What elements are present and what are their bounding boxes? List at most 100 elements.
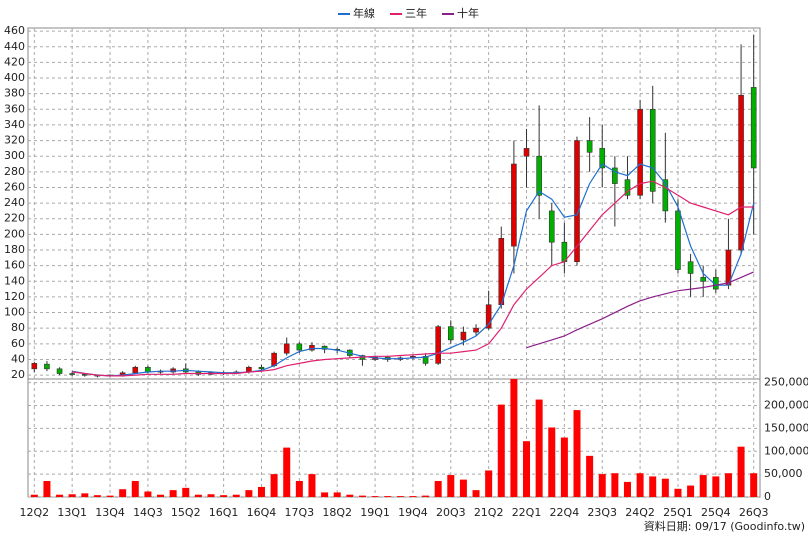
- y-tick-label: 140: [4, 274, 25, 287]
- y2-tick-label: 250,000: [764, 376, 808, 389]
- y-tick-label: 100: [4, 306, 25, 319]
- volume-bar: [119, 489, 127, 497]
- x-tick-label: 18Q2: [322, 506, 352, 519]
- volume-bar: [308, 474, 316, 497]
- volume-bar: [510, 379, 518, 497]
- volume-bar: [459, 479, 467, 497]
- y-tick-label: 300: [4, 149, 25, 162]
- volume-bar: [157, 494, 165, 497]
- y-tick-label: 440: [4, 40, 25, 53]
- volume-bar: [81, 493, 89, 497]
- volume-bar: [358, 495, 366, 497]
- candle-body: [536, 155, 542, 196]
- y-tick-label: 460: [4, 24, 25, 37]
- candle-body: [599, 148, 606, 169]
- candle-body: [283, 343, 290, 354]
- volume-bar: [447, 475, 455, 497]
- x-tick-label: 13Q1: [57, 506, 87, 519]
- volume-bar: [485, 470, 493, 497]
- x-tick-label: 16Q4: [247, 506, 277, 519]
- candle-body: [321, 345, 328, 350]
- y-tick-label: 40: [11, 352, 25, 365]
- x-tick-label: 19Q1: [360, 506, 390, 519]
- y-tick-label: 380: [4, 87, 25, 100]
- y-tick-label: 420: [4, 55, 25, 68]
- y-tick-label: 240: [4, 196, 25, 209]
- candle-body: [435, 326, 441, 364]
- volume-bar: [194, 494, 202, 497]
- volume-bar: [232, 494, 240, 497]
- candle-body: [473, 327, 479, 333]
- volume-bar: [598, 474, 606, 497]
- candle-body: [612, 167, 618, 184]
- y2-tick-label: 0: [764, 490, 771, 503]
- candle-body: [687, 261, 694, 274]
- candle-body: [523, 148, 530, 157]
- volume-bar: [750, 473, 758, 497]
- y-tick-label: 320: [4, 134, 25, 147]
- volume-bar: [661, 478, 669, 497]
- candle-body: [460, 331, 467, 341]
- line-series: [72, 180, 754, 377]
- candle-body: [69, 373, 75, 375]
- volume-bar: [131, 480, 139, 497]
- volume-bar: [220, 495, 228, 497]
- y-tick-label: 280: [4, 165, 25, 178]
- volume-bar: [43, 480, 51, 497]
- volume-bar: [30, 494, 38, 497]
- candle-body: [422, 356, 429, 364]
- x-tick-label: 19Q4: [398, 506, 428, 519]
- volume-bar: [270, 474, 278, 497]
- volume-bar: [636, 473, 644, 497]
- volume-bar: [321, 492, 329, 497]
- line-series: [72, 163, 755, 377]
- legend-label: 年線: [353, 6, 375, 20]
- volume-bar: [712, 476, 720, 497]
- candle-body: [750, 87, 757, 169]
- y-tick-label: 200: [4, 227, 25, 240]
- y-tick-label: 80: [11, 321, 25, 334]
- candle-body: [574, 140, 580, 263]
- x-tick-label: 25Q1: [663, 506, 693, 519]
- candle-body: [296, 343, 303, 351]
- volume-bar: [384, 496, 392, 497]
- candle-body: [511, 163, 517, 247]
- candle-body: [498, 237, 505, 306]
- candle-body: [44, 363, 50, 370]
- volume-bar: [560, 437, 568, 497]
- volume-bar: [699, 475, 707, 497]
- x-tick-label: 15Q2: [171, 506, 201, 519]
- candle-body: [56, 368, 63, 374]
- volume-bar: [586, 455, 594, 497]
- y-tick-label: 260: [4, 180, 25, 193]
- y-tick-label: 120: [4, 290, 25, 303]
- volume-bar: [207, 494, 215, 497]
- candle-body: [132, 366, 139, 374]
- x-tick-label: 13Q4: [95, 506, 125, 519]
- candle-body: [738, 94, 744, 251]
- x-tick-label: 25Q4: [701, 506, 731, 519]
- candle-body: [258, 366, 265, 370]
- volume-bar: [144, 491, 152, 497]
- x-tick-label: 17Q3: [285, 506, 315, 519]
- volume-bar: [56, 494, 64, 497]
- line-series: [526, 271, 754, 349]
- volume-bar: [257, 486, 265, 497]
- legend-label: 三年: [405, 6, 427, 20]
- x-tick-label: 14Q3: [133, 506, 163, 519]
- volume-bar: [346, 494, 354, 497]
- legend-label: 十年: [457, 6, 479, 20]
- candle-body: [271, 352, 277, 367]
- volume-bar: [245, 490, 253, 497]
- volume-bar: [497, 404, 505, 497]
- candle-body: [31, 363, 38, 370]
- volume-bar: [422, 495, 430, 497]
- volume-bar: [169, 490, 177, 497]
- y-tick-label: 180: [4, 243, 25, 256]
- volume-bar: [106, 495, 114, 497]
- candle-body: [447, 326, 454, 341]
- candle-body: [649, 109, 656, 192]
- volume-bar: [434, 480, 442, 497]
- volume-bar: [523, 441, 531, 497]
